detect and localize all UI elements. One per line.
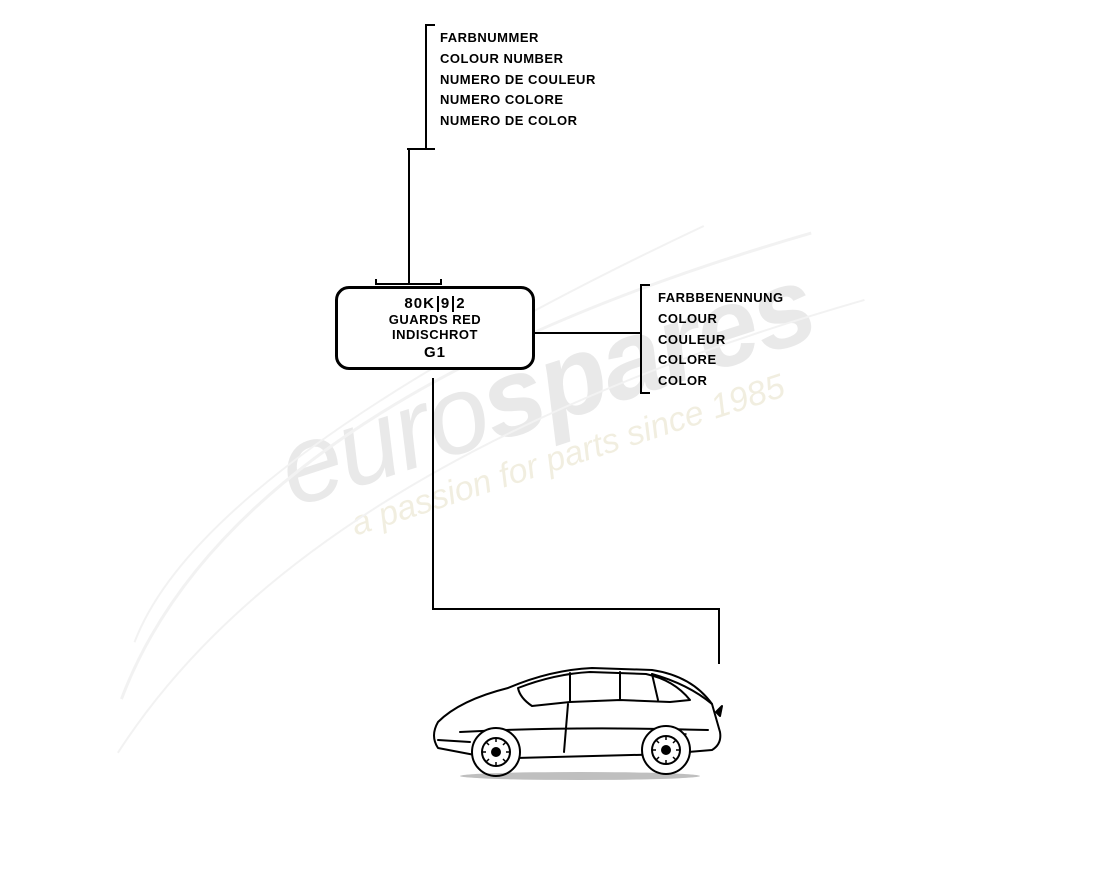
watermark-tagline: a passion for parts since 1985 (0, 252, 1100, 660)
label-line: COLORE (658, 350, 784, 371)
label-line: NUMERO DE COULEUR (440, 70, 596, 91)
paint-code-label: 80K 92 GUARDS RED INDISCHROT G1 (335, 286, 535, 370)
label-line: FARBNUMMER (440, 28, 596, 49)
connector-top-join (407, 148, 427, 150)
connector-top-cap (375, 283, 442, 285)
connector-down-h (432, 608, 720, 610)
connector-right-h (535, 332, 640, 334)
car-illustration (420, 640, 730, 780)
label-line: FARBBENENNUNG (658, 288, 784, 309)
watermark-brand: eurospares (0, 140, 1100, 632)
bracket-top (425, 24, 435, 150)
paint-code-row: 80K 92 (348, 295, 522, 312)
label-line: COULEUR (658, 330, 784, 351)
paint-suffix: G1 (348, 344, 522, 361)
label-line: COLOUR NUMBER (440, 49, 596, 70)
code-part: 9 (441, 295, 450, 312)
connector-top-tick-l (375, 279, 377, 285)
label-line: COLOR (658, 371, 784, 392)
paint-name-de: INDISCHROT (348, 327, 522, 342)
code-part: 2 (456, 295, 465, 312)
connector-top-v (408, 150, 410, 284)
label-line: NUMERO DE COLOR (440, 111, 596, 132)
watermark-brand-light: euro (263, 348, 503, 531)
paint-name-en: GUARDS RED (348, 312, 522, 327)
colour-name-labels: FARBBENENNUNG COLOUR COULEUR COLORE COLO… (658, 288, 784, 392)
watermark: eurospares a passion for parts since 198… (0, 140, 1100, 659)
bracket-right (640, 284, 650, 394)
paint-code-diagram: eurospares a passion for parts since 198… (0, 0, 1100, 800)
connector-top-tick-r (440, 279, 442, 285)
code-part: 80K (404, 295, 435, 312)
label-line: NUMERO COLORE (440, 90, 596, 111)
colour-number-labels: FARBNUMMER COLOUR NUMBER NUMERO DE COULE… (440, 28, 596, 132)
label-line: COLOUR (658, 309, 784, 330)
connector-down-v (432, 378, 434, 610)
